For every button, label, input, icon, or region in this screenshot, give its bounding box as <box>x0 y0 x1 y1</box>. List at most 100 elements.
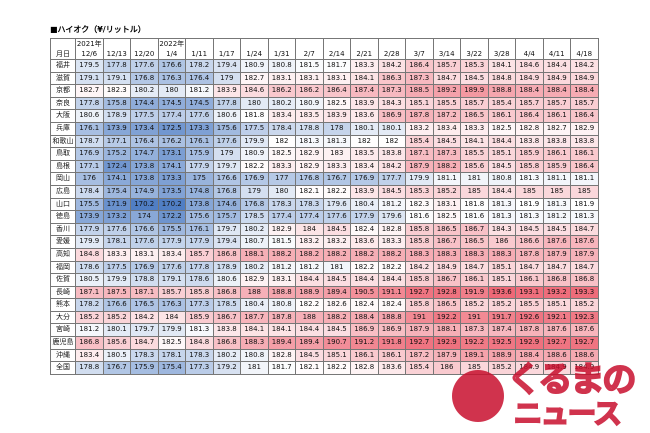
price-cell: 180 <box>267 184 296 199</box>
price-cell: 182.7 <box>542 121 571 136</box>
price-cell: 180.2 <box>267 96 296 111</box>
logo-text: ニュース <box>513 396 623 431</box>
price-cell: 181.3 <box>322 134 351 149</box>
price-cell: 177.6 <box>185 109 214 123</box>
price-cell: 186.6 <box>515 235 544 249</box>
price-cell: 179.9 <box>102 273 131 287</box>
price-cell: 183.8 <box>212 323 241 338</box>
price-cell: 177.1 <box>75 159 104 174</box>
prefecture-row: 愛媛 179.9 178.1 177.6 177.9 177.9 179.4 180.7 181… <box>50 235 599 249</box>
price-cell: 188.1 <box>240 247 269 262</box>
price-cell: 179.6 <box>322 197 351 212</box>
price-cell: 177.4 <box>295 210 324 224</box>
price-cell: 178.2 <box>185 59 214 73</box>
date-label: 2/21 <box>350 49 379 60</box>
price-cell: 178.1 <box>102 235 131 249</box>
price-cell: 186.7 <box>432 235 461 249</box>
price-cell: 187.3 <box>405 71 434 86</box>
price-cell: 174.8 <box>185 184 214 199</box>
price-cell: 180 <box>157 84 186 98</box>
price-cell: 181.1 <box>542 172 571 186</box>
price-cell: 188.2 <box>322 310 351 325</box>
price-cell: 179.9 <box>157 323 186 338</box>
price-cell: 188.4 <box>570 84 599 98</box>
price-cell: 183.4 <box>75 348 104 363</box>
price-cell: 174.9 <box>130 184 159 199</box>
year-label: 2022年 <box>157 38 186 49</box>
price-cell: 180.2 <box>130 84 159 98</box>
price-cell: 174.1 <box>157 159 186 174</box>
price-cell: 179.6 <box>377 210 406 224</box>
price-cell: 185.8 <box>405 273 434 287</box>
prefecture-name: 長崎 <box>50 285 76 300</box>
price-cell: 183.4 <box>432 121 461 136</box>
price-cell: 178.3 <box>185 348 214 363</box>
price-cell: 192.7 <box>570 336 599 350</box>
price-cell: 185.4 <box>487 96 516 111</box>
price-cell: 185.1 <box>322 348 351 363</box>
date-label: 4/11 <box>542 49 571 60</box>
price-cell: 179.2 <box>212 361 241 375</box>
price-cell: 181.1 <box>432 172 461 186</box>
price-cell: 183.2 <box>295 235 324 249</box>
price-cell: 179.1 <box>75 71 104 86</box>
prefecture-name: 沖縄 <box>50 348 76 363</box>
price-cell: 192.3 <box>570 310 599 325</box>
price-cell: 176.8 <box>240 197 269 212</box>
price-cell: 188.3 <box>405 247 434 262</box>
price-cell: 191.7 <box>487 310 516 325</box>
price-cell: 187.3 <box>432 147 461 161</box>
price-cell: 186.7 <box>212 310 241 325</box>
price-cell: 173.8 <box>185 197 214 212</box>
price-cell: 180.6 <box>212 273 241 287</box>
price-cell: 188.2 <box>350 247 379 262</box>
price-cell: 184.9 <box>542 71 571 86</box>
prefecture-name: 愛媛 <box>50 235 76 249</box>
price-cell: 185.6 <box>460 159 489 174</box>
price-cell: 181.9 <box>570 197 599 212</box>
date-label: 12/20 <box>130 49 159 60</box>
price-cell: 186.5 <box>460 235 489 249</box>
price-cell: 178.9 <box>212 260 241 275</box>
year-label <box>570 38 599 49</box>
price-cell: 174.5 <box>185 96 214 111</box>
price-cell: 173.1 <box>157 147 186 161</box>
price-cell: 183.1 <box>295 71 324 86</box>
date-label: 1/17 <box>212 49 241 60</box>
price-cell: 185.7 <box>185 247 214 262</box>
price-cell: 179.1 <box>102 71 131 86</box>
price-cell: 182.5 <box>322 96 351 111</box>
price-cell: 186.5 <box>460 109 489 123</box>
price-cell: 176.1 <box>185 134 214 149</box>
corner-blank <box>50 38 76 49</box>
prefecture-row: 全国 178.8 176.7 175.9 175.4 177.3 179.2 181 181.7… <box>50 361 599 375</box>
price-cell: 186.1 <box>515 273 544 287</box>
price-cell: 182.9 <box>267 222 296 237</box>
watermark-logo: くるまの ニュース <box>452 352 642 431</box>
price-cell: 182.5 <box>487 121 516 136</box>
price-cell: 184.9 <box>570 71 599 86</box>
price-cell: 185.7 <box>432 59 461 73</box>
price-cell: 183.3 <box>350 59 379 73</box>
price-cell: 184 <box>295 222 324 237</box>
price-cell: 182.1 <box>295 184 324 199</box>
price-cell: 183.1 <box>130 247 159 262</box>
price-cell: 185 <box>460 184 489 199</box>
price-cell: 173.8 <box>130 159 159 174</box>
price-cell: 175.6 <box>185 210 214 224</box>
price-cell: 183.3 <box>322 159 351 174</box>
year-label <box>350 38 379 49</box>
price-cell: 188.5 <box>405 84 434 98</box>
price-cell: 185.2 <box>432 184 461 199</box>
price-cell: 178.4 <box>75 184 104 199</box>
prefecture-name: 山口 <box>50 197 76 212</box>
price-cell: 175.6 <box>212 121 241 136</box>
year-label <box>377 38 406 49</box>
price-cell: 182.8 <box>515 121 544 136</box>
price-cell: 184.5 <box>432 134 461 149</box>
price-cell: 188.3 <box>432 247 461 262</box>
price-cell: 181.3 <box>487 197 516 212</box>
price-cell: 184.7 <box>570 222 599 237</box>
price-cell: 175.2 <box>102 147 131 161</box>
date-label: 3/22 <box>460 49 489 60</box>
